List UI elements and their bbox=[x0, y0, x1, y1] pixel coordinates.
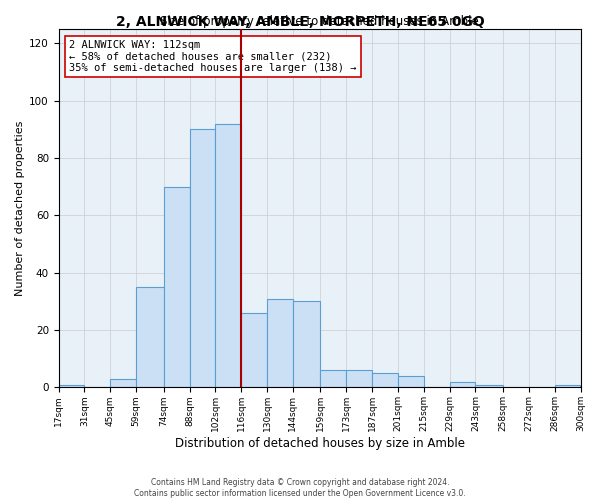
Text: 2, ALNWICK WAY, AMBLE, MORPETH, NE65 0GQ: 2, ALNWICK WAY, AMBLE, MORPETH, NE65 0GQ bbox=[116, 15, 484, 29]
Bar bbox=[554, 384, 580, 388]
Bar bbox=[346, 370, 372, 388]
Bar bbox=[475, 384, 503, 388]
Bar bbox=[110, 379, 136, 388]
Bar bbox=[190, 130, 215, 388]
Bar bbox=[449, 382, 475, 388]
Title: Size of property relative to detached houses in Amble: Size of property relative to detached ho… bbox=[160, 15, 479, 28]
Bar bbox=[164, 187, 190, 388]
Text: 2 ALNWICK WAY: 112sqm
← 58% of detached houses are smaller (232)
35% of semi-det: 2 ALNWICK WAY: 112sqm ← 58% of detached … bbox=[69, 40, 356, 73]
Bar bbox=[267, 298, 293, 388]
Text: Contains HM Land Registry data © Crown copyright and database right 2024.
Contai: Contains HM Land Registry data © Crown c… bbox=[134, 478, 466, 498]
Bar bbox=[372, 373, 398, 388]
X-axis label: Distribution of detached houses by size in Amble: Distribution of detached houses by size … bbox=[175, 437, 464, 450]
Bar bbox=[215, 124, 241, 388]
Bar bbox=[293, 302, 320, 388]
Bar bbox=[241, 313, 267, 388]
Bar bbox=[136, 287, 164, 388]
Bar bbox=[398, 376, 424, 388]
Bar bbox=[59, 384, 85, 388]
Bar bbox=[320, 370, 346, 388]
Y-axis label: Number of detached properties: Number of detached properties bbox=[15, 120, 25, 296]
